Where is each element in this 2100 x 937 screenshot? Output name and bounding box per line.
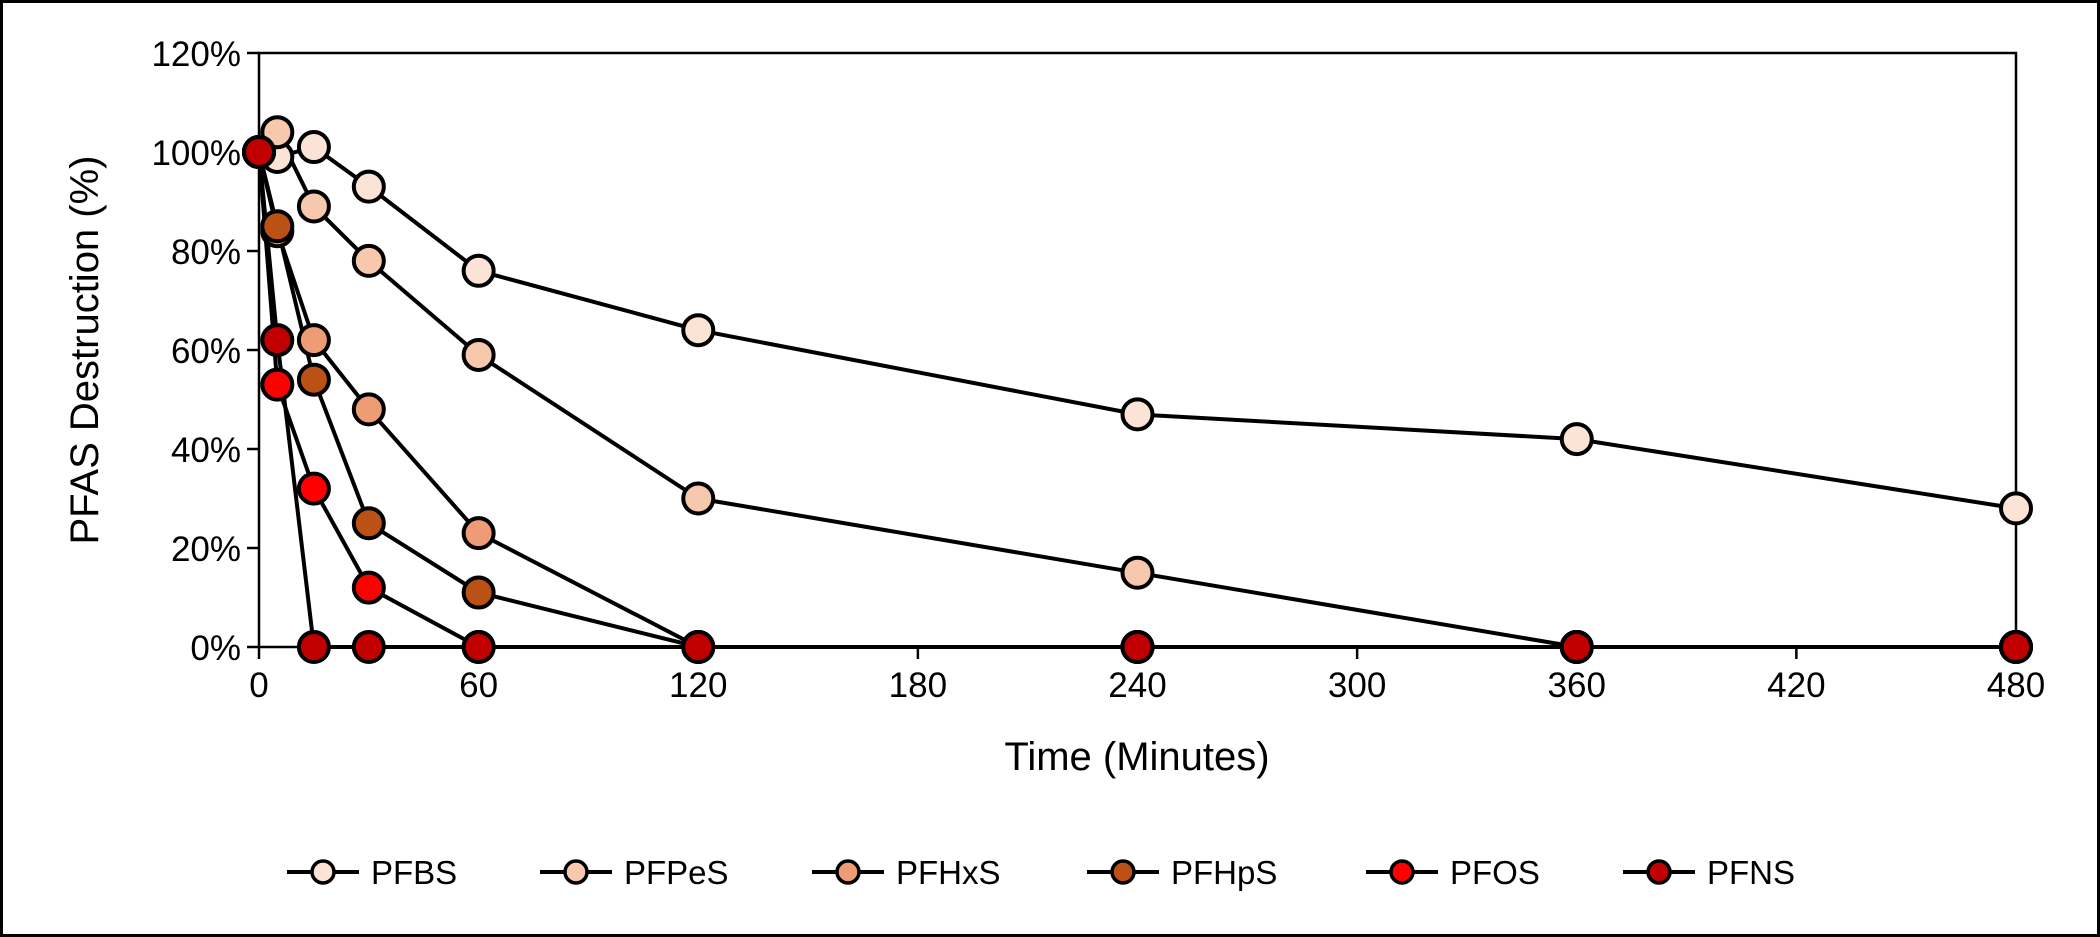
data-point-pfhxs xyxy=(351,392,386,427)
data-point-pfbs xyxy=(1120,397,1155,432)
legend-label: PFBS xyxy=(371,854,457,891)
y-axis-title: PFAS Destruction (%) xyxy=(63,155,107,544)
data-point-pfns xyxy=(296,630,331,664)
data-point-pfns xyxy=(1120,630,1155,664)
legend-label: PFPeS xyxy=(624,854,729,891)
y-tick-label: 80% xyxy=(171,233,241,272)
data-point-pfos xyxy=(351,570,386,605)
data-point-pfpes xyxy=(461,337,496,372)
x-tick-label: 480 xyxy=(1987,666,2045,705)
legend-item-pfbs: PFBS xyxy=(287,854,457,891)
data-point-pfns xyxy=(1999,630,2033,664)
legend-marker xyxy=(1646,859,1672,885)
y-tick-label: 60% xyxy=(171,332,241,371)
data-point-pfhps xyxy=(351,506,386,541)
legend: PFBS PFPeS PFHxS PFHpS PFOS PFNS xyxy=(287,854,1795,891)
y-tick-label: 120% xyxy=(151,35,241,74)
data-point-pfhxs xyxy=(296,323,331,358)
data-point-pfbs xyxy=(681,313,716,348)
data-point-pfns xyxy=(1559,630,1594,664)
data-point-pfhps xyxy=(296,362,331,397)
series-line-pfbs xyxy=(258,145,2017,511)
legend-marker xyxy=(563,859,589,885)
legend-marker xyxy=(1110,859,1136,885)
x-tick-label: 180 xyxy=(889,666,947,705)
data-point-pfhxs xyxy=(461,516,496,551)
legend-item-pfhxs: PFHxS xyxy=(812,854,1001,891)
data-point-pfns xyxy=(242,135,276,169)
x-tick-label: 60 xyxy=(459,666,498,705)
y-tick-label: 40% xyxy=(171,431,241,470)
legend-label: PFHpS xyxy=(1171,854,1277,891)
legend-label: PFOS xyxy=(1450,854,1540,891)
data-point-pfbs xyxy=(1999,491,2033,526)
axis-layer: 0% 20% 40% 60% 80% 100% 120% 0 60 120 180 240 300 360… xyxy=(151,35,2045,705)
data-point-pfos xyxy=(260,367,295,402)
data-point-pfbs xyxy=(1559,422,1594,457)
legend-label: PFHxS xyxy=(896,854,1001,891)
data-point-pfbs xyxy=(296,130,331,165)
data-point-pfpes xyxy=(681,481,716,516)
x-tick-label: 300 xyxy=(1328,666,1386,705)
y-tick-label: 100% xyxy=(151,134,241,173)
legend-marker xyxy=(835,859,861,885)
data-point-pfpes xyxy=(296,189,331,224)
x-axis-title: Time (Minutes) xyxy=(1004,735,1269,779)
legend-item-pfhps: PFHpS xyxy=(1087,854,1277,891)
data-point-pfbs xyxy=(351,169,386,204)
data-point-pfpes xyxy=(1120,555,1155,590)
legend-marker xyxy=(310,859,336,885)
data-point-pfos xyxy=(296,471,331,506)
data-point-pfns xyxy=(461,630,496,664)
data-point-pfhps xyxy=(260,209,295,244)
x-tick-label: 0 xyxy=(249,666,268,705)
legend-item-pfns: PFNS xyxy=(1623,854,1795,891)
data-point-pfpes xyxy=(351,243,386,278)
legend-item-pfpes: PFPeS xyxy=(540,854,729,891)
y-tick-label: 0% xyxy=(190,629,241,668)
legend-label: PFNS xyxy=(1707,854,1795,891)
x-tick-label: 120 xyxy=(669,666,727,705)
marker-layer xyxy=(242,115,2033,664)
x-tick-label: 240 xyxy=(1108,666,1166,705)
y-tick-label: 20% xyxy=(171,530,241,569)
x-tick-label: 360 xyxy=(1548,666,1606,705)
data-point-pfhps xyxy=(461,575,496,610)
legend-item-pfos: PFOS xyxy=(1366,854,1540,891)
data-point-pfns xyxy=(260,323,295,358)
data-point-pfbs xyxy=(461,253,496,288)
legend-marker xyxy=(1389,859,1415,885)
data-point-pfns xyxy=(681,630,716,664)
x-tick-label: 420 xyxy=(1767,666,1825,705)
data-point-pfns xyxy=(351,630,386,664)
